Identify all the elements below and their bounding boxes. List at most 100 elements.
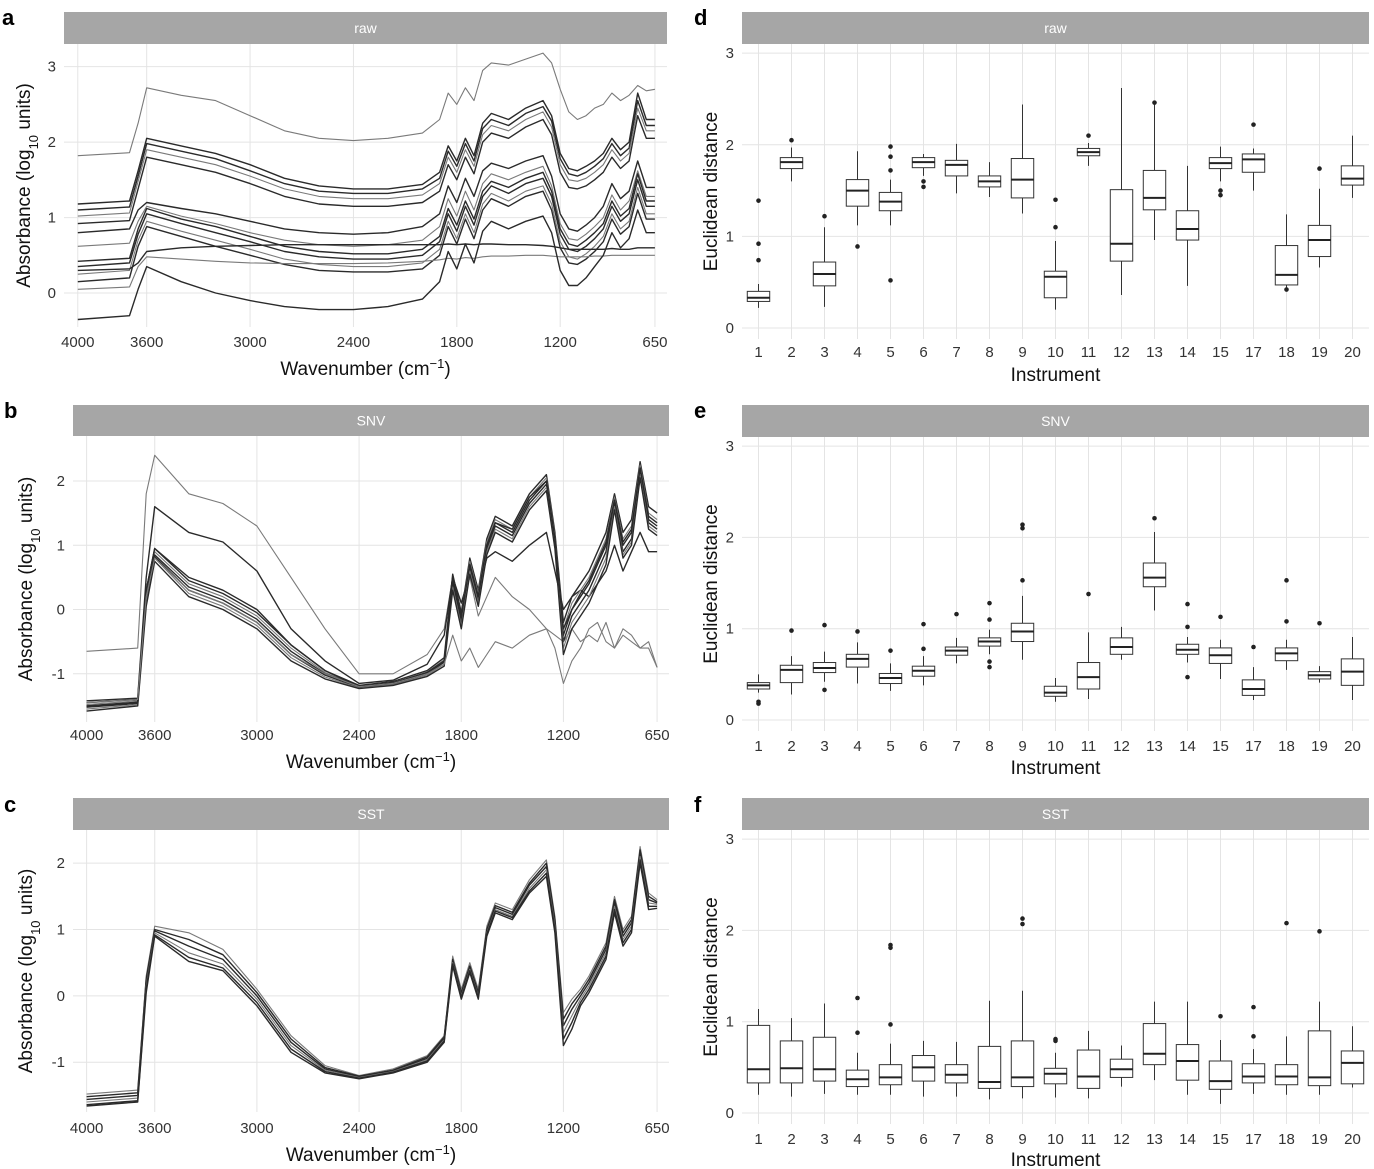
spectrum-line (77, 171, 655, 262)
panel-letter: a (2, 5, 15, 30)
outlier-point (855, 995, 860, 1001)
spectrum-line (77, 114, 655, 225)
y-axis-title: Euclidean distance (701, 897, 722, 1057)
boxplot-instrument-14 (1175, 1001, 1200, 1095)
outlier-point (1053, 224, 1058, 230)
y-tick-label: 2 (726, 529, 734, 546)
panel-b: b SNV -1 0 1 2 Absorbance (log10 units) Wavenum… (4, 398, 670, 773)
box-iqr (845, 653, 870, 668)
x-tick-label: 13 (1146, 738, 1163, 755)
outlier-point (1251, 1034, 1256, 1039)
box-iqr (944, 159, 969, 177)
spectrum-line (77, 107, 655, 217)
boxplot-instrument-10 (1043, 1036, 1068, 1098)
box-iqr (1241, 679, 1266, 696)
facet-strip (64, 12, 667, 44)
outlier-point (888, 1022, 893, 1027)
outlier-point (1053, 1036, 1058, 1042)
outlier-point (1152, 515, 1157, 521)
outlier-point (1185, 624, 1190, 630)
boxplot-instrument-12 (1109, 87, 1134, 296)
y-tick-label: 1 (726, 1014, 734, 1031)
outlier-point (888, 154, 893, 159)
x-tick-label: 5 (886, 1131, 894, 1148)
outlier-point (756, 198, 761, 203)
y-tick-label: 0 (726, 712, 734, 729)
x-tick-label: 2400 (342, 727, 375, 744)
x-tick-label: 7 (952, 1131, 960, 1148)
boxplot-instrument-14 (1175, 601, 1200, 680)
boxplot-instrument-11 (1076, 1030, 1101, 1099)
box-iqr (1274, 245, 1299, 286)
spectrum-line (77, 165, 655, 247)
boxplot-instrument-5 (878, 648, 903, 691)
panel-letter: c (4, 792, 16, 817)
box-iqr (977, 1045, 1002, 1089)
spectrum-line (77, 190, 655, 283)
x-tick-label: 650 (645, 727, 670, 744)
x-tick-label: 20 (1344, 738, 1361, 755)
outlier-point (1020, 522, 1025, 527)
facet-strip-label: SST (1042, 806, 1070, 822)
box-iqr (1208, 1060, 1233, 1090)
x-tick-label: 650 (642, 334, 667, 351)
plot-area (73, 830, 669, 1112)
outlier-point (1251, 122, 1256, 127)
y-tick-label: 2 (726, 137, 734, 154)
x-tick-label: 650 (645, 1120, 670, 1137)
x-tick-label: 6 (919, 344, 927, 361)
facet-strip (73, 405, 669, 436)
box-iqr (1142, 562, 1167, 588)
x-tick-label: 3 (820, 738, 828, 755)
outlier-point (1218, 192, 1223, 198)
y-tick-label: 2 (48, 134, 56, 151)
outlier-point (888, 942, 893, 948)
boxplot-instrument-10 (1043, 678, 1068, 702)
x-tick-label: 1800 (445, 1120, 478, 1137)
boxplot-instrument-15 (1208, 1013, 1233, 1104)
x-tick-label: 12 (1113, 344, 1130, 361)
boxplot-instrument-9 (1010, 916, 1035, 1099)
outlier-point (888, 168, 893, 173)
y-tick-label: 0 (57, 602, 65, 619)
x-tick-label: 10 (1047, 738, 1064, 755)
boxplot-instrument-6 (911, 1040, 936, 1097)
box-iqr (1142, 169, 1167, 211)
boxplot-instrument-6 (911, 153, 936, 190)
box-iqr (1175, 210, 1200, 241)
panel-c: c SST -1 0 1 2 Absorbance (log10 units) Wavenum… (4, 792, 670, 1166)
x-tick-label: 8 (985, 344, 993, 361)
boxplot-instrument-1 (746, 198, 771, 308)
x-tick-label: 1200 (547, 727, 580, 744)
spectrum-line (86, 477, 658, 712)
box-iqr (779, 1040, 804, 1084)
x-tick-label: 5 (886, 344, 894, 361)
x-tick-label: 12 (1113, 738, 1130, 755)
y-axis-title: Absorbance (log10 units) (14, 83, 41, 288)
box-iqr (1307, 1030, 1332, 1087)
boxplot-instrument-8 (977, 162, 1002, 197)
spectrum-line (77, 92, 655, 205)
y-tick-label: 0 (48, 285, 56, 302)
outlier-point (1218, 1013, 1223, 1019)
boxplot-instrument-6 (911, 621, 936, 686)
x-tick-label: 19 (1311, 1131, 1328, 1148)
x-tick-label: 8 (985, 738, 993, 755)
y-tick-label: 1 (48, 210, 56, 227)
y-tick-label: 1 (57, 537, 65, 554)
x-tick-label: 19 (1311, 344, 1328, 361)
x-tick-label: 6 (919, 738, 927, 755)
box-iqr (1043, 685, 1068, 697)
panel-letter: e (694, 398, 706, 423)
outlier-point (987, 600, 992, 606)
outlier-point (855, 244, 860, 249)
x-tick-label: 9 (1018, 344, 1026, 361)
outlier-point (1185, 674, 1190, 680)
boxplot-instrument-7 (944, 1041, 969, 1097)
outlier-point (1251, 1004, 1256, 1010)
outlier-point (921, 646, 926, 652)
boxplot-instrument-10 (1043, 197, 1068, 310)
x-tick-label: 13 (1146, 344, 1163, 361)
facet-strip (73, 798, 669, 830)
y-tick-label: 2 (57, 473, 65, 490)
